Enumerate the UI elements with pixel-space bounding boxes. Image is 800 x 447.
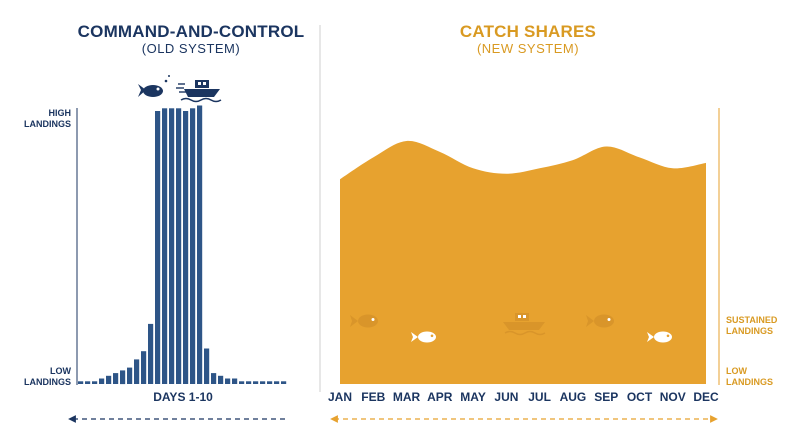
bar: [281, 381, 287, 384]
left-chart-title: COMMAND-AND-CONTROL: [77, 22, 305, 41]
sustained-label-1: SUSTAINED: [726, 315, 778, 325]
month-tick-label: NOV: [660, 390, 686, 404]
bar: [92, 381, 98, 384]
bar: [204, 348, 210, 384]
fish-icon: [411, 331, 436, 343]
bar: [232, 378, 238, 384]
boat-icon: [176, 80, 222, 103]
bar: [218, 375, 224, 384]
bar: [274, 381, 280, 384]
month-tick-label: MAY: [460, 390, 486, 404]
month-tick-label: AUG: [560, 390, 587, 404]
fish-icon: [586, 314, 614, 328]
right-low-label-2: LANDINGS: [726, 377, 773, 387]
right-chart-subtitle: (NEW SYSTEM): [476, 41, 580, 56]
right-chart: SUSTAINED LANDINGS LOW LANDINGS JAN FEB MA…: [328, 108, 778, 423]
y-low-label-2: LANDINGS: [24, 377, 71, 387]
bar: [169, 108, 175, 385]
bar: [260, 381, 266, 384]
bar: [225, 378, 231, 384]
bar: [246, 381, 252, 384]
y-low-label-1: LOW: [50, 366, 71, 376]
y-high-label-1: HIGH: [49, 108, 72, 118]
sustained-label-2: LANDINGS: [726, 326, 773, 336]
bar: [190, 108, 196, 385]
month-tick-label: JUL: [528, 390, 551, 404]
fish-icon: [647, 331, 672, 343]
month-tick-label: OCT: [627, 390, 653, 404]
month-tick-label: MAR: [393, 390, 421, 404]
month-tick-label: JUN: [494, 390, 518, 404]
month-tick-label: FEB: [361, 390, 385, 404]
bar: [113, 373, 119, 384]
bar: [239, 381, 245, 384]
right-chart-title: CATCH SHARES: [459, 22, 597, 41]
month-tick-label: JAN: [328, 390, 352, 404]
bar: [253, 381, 259, 384]
bar: [176, 108, 182, 385]
bar: [162, 108, 168, 385]
month-labels: JAN FEB MAR APR MAY JUN JUL AUG SEP OCT NOV DEC: [328, 390, 719, 404]
right-area-fill: [340, 140, 706, 384]
bar: [211, 373, 217, 384]
bar: [155, 111, 161, 384]
bar: [120, 370, 126, 385]
right-low-label-1: LOW: [726, 366, 747, 376]
x-axis-label: DAYS 1-10: [153, 390, 213, 404]
bar: [99, 378, 105, 384]
bar: [134, 359, 140, 384]
fish-icon: [138, 75, 170, 97]
bar: [197, 105, 203, 384]
y-high-label-2: LANDINGS: [24, 119, 71, 129]
bar: [85, 381, 91, 384]
bar: [127, 367, 133, 384]
month-tick-label: SEP: [594, 390, 618, 404]
bar: [148, 323, 154, 384]
left-chart-subtitle: (OLD SYSTEM): [141, 41, 241, 56]
bar: [183, 111, 189, 384]
boat-icon: [503, 313, 546, 336]
month-tick-label: APR: [427, 390, 453, 404]
bar: [141, 351, 147, 384]
left-bars: [78, 105, 287, 385]
fish-icon: [350, 314, 378, 328]
month-tick-label: DEC: [693, 390, 719, 404]
bar: [267, 381, 273, 384]
bar: [78, 381, 84, 384]
bar: [106, 375, 112, 384]
left-chart: HIGH LANDINGS LOW LANDINGS DAYS 1-10: [24, 75, 287, 423]
